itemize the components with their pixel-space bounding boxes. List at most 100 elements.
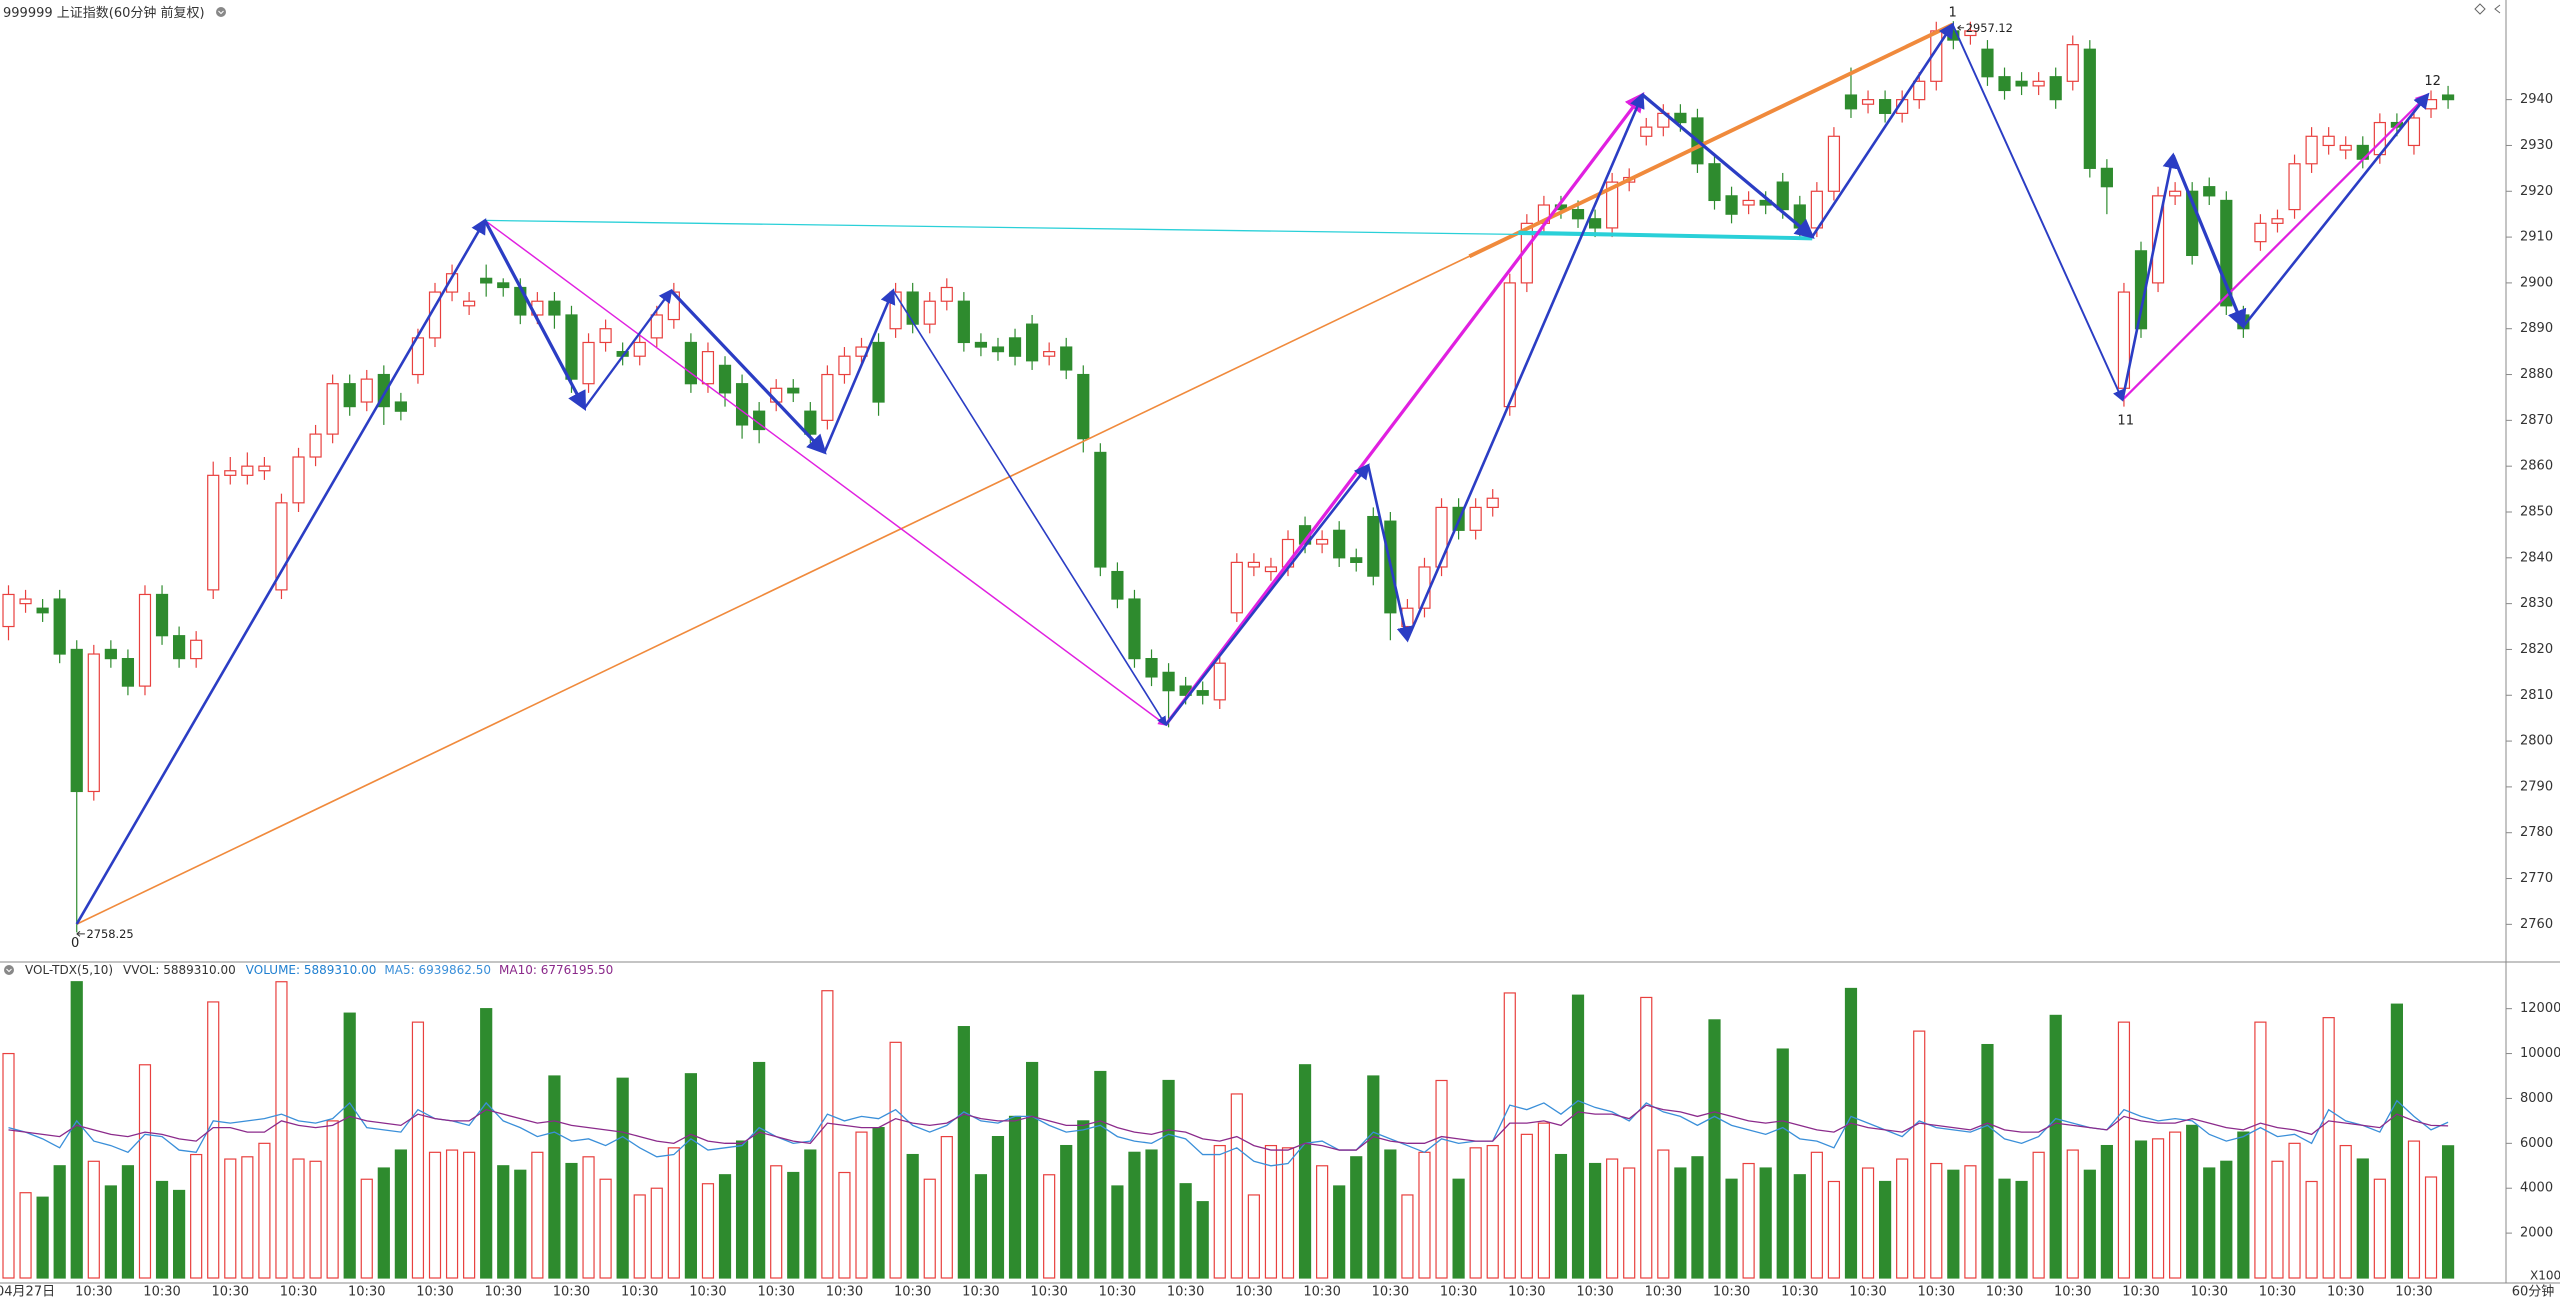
candle-body — [2032, 80, 2045, 87]
volume-bar — [957, 1026, 970, 1279]
y-tick-label: 2880 — [2520, 367, 2553, 382]
x-tick-label: 10:30 — [1030, 1285, 1067, 1300]
candle-body — [1503, 282, 1516, 408]
candle-body — [155, 593, 169, 637]
volume-bar — [275, 981, 288, 1279]
candle-body — [1281, 538, 1295, 568]
volume-bar — [2083, 1169, 2096, 1279]
legend-entry: MA10: 6776195.50 — [499, 963, 614, 977]
candle-body — [1742, 199, 1755, 206]
volume-bar — [1111, 1185, 1124, 1279]
volume-bar — [445, 1149, 459, 1279]
candle-body — [2083, 48, 2096, 169]
icon[interactable] — [3, 964, 15, 976]
candle-body — [2169, 190, 2182, 197]
volume-bar — [1640, 996, 1653, 1279]
candle-body — [616, 351, 629, 357]
y-tick-label: 2800 — [2520, 734, 2553, 749]
candle-body — [1810, 190, 1823, 229]
volume-bar — [2015, 1180, 2028, 1279]
volume-bar — [1213, 1144, 1226, 1279]
candle-body — [1128, 598, 1141, 660]
volume-bar — [1930, 1162, 1943, 1279]
y-tick-label: 10000 — [2520, 1046, 2560, 1061]
volume-bar — [1418, 1151, 1431, 1279]
candle-body — [548, 300, 561, 316]
candle-body — [2373, 121, 2386, 156]
volume-bar — [2322, 1017, 2335, 1279]
x-tick-label: 10:30 — [2054, 1285, 2091, 1300]
volume-bar — [1350, 1156, 1363, 1279]
volume-bar — [1674, 1167, 1687, 1279]
volume-bar — [1776, 1048, 1789, 1279]
candle-body — [2134, 250, 2148, 330]
x-tick-label: 10:30 — [1713, 1285, 1750, 1300]
y-tick-label: 2940 — [2520, 92, 2553, 107]
candle-body — [463, 300, 476, 307]
volume-bar — [1588, 1162, 1602, 1279]
candle-body — [1179, 685, 1192, 696]
volume-bar — [1827, 1180, 1841, 1279]
volume-bar — [2390, 1003, 2403, 1279]
candle-body — [906, 291, 919, 325]
volume-bar — [1384, 1149, 1397, 1279]
x-tick-label: 10:30 — [143, 1285, 180, 1300]
candle-body — [241, 465, 254, 476]
candle-body — [2322, 135, 2335, 147]
volume-bar — [463, 1151, 476, 1279]
volume-bar — [155, 1180, 169, 1279]
candle-body — [1691, 117, 1704, 165]
volume-bar — [906, 1153, 919, 1279]
candle-body — [190, 639, 203, 660]
icon[interactable] — [2494, 4, 2501, 14]
volume-bar — [1281, 1147, 1295, 1279]
candle-body — [224, 470, 237, 476]
y-tick-label: 6000 — [2520, 1136, 2553, 1151]
volume-bar — [991, 1135, 1005, 1279]
volume-bar — [650, 1187, 663, 1279]
volume-bar — [2424, 1176, 2438, 1279]
y-tick-label: 2760 — [2520, 917, 2553, 932]
y-tick-label: 2770 — [2520, 871, 2553, 886]
candle-body — [411, 337, 425, 376]
volume-bar — [2203, 1167, 2216, 1279]
volume-bar — [514, 1169, 527, 1279]
candle-body — [343, 383, 356, 408]
x-tick-label: 10:30 — [1508, 1285, 1545, 1300]
candle-body — [1298, 525, 1312, 545]
y-tick-label: 2850 — [2520, 504, 2553, 519]
candle-body — [2100, 167, 2113, 188]
volume-bar — [1537, 1122, 1551, 1279]
candle-body — [838, 355, 851, 376]
candle-body — [2220, 199, 2233, 307]
candle-body — [1623, 176, 1636, 183]
legend-entry: VOLUME: 5889310.00 — [245, 963, 377, 977]
volume-bar — [701, 1183, 715, 1279]
volume-bar — [343, 1012, 356, 1279]
x-tick-label: 10:30 — [2191, 1285, 2228, 1300]
candle-body — [582, 341, 595, 385]
volume-bar — [360, 1178, 373, 1279]
volume-bar — [1025, 1061, 1039, 1279]
volume-bar — [2100, 1144, 2113, 1279]
candle-body — [531, 300, 544, 316]
x-tick-label: 10:30 — [1235, 1285, 1272, 1300]
volume-bar — [1861, 1167, 1875, 1279]
candle-body — [1367, 515, 1380, 577]
volume-bar — [121, 1165, 135, 1279]
volume-bar — [2, 1052, 15, 1279]
candle-body — [2186, 190, 2199, 257]
volume-bar — [1367, 1075, 1380, 1279]
candle-body — [275, 502, 288, 591]
icon[interactable] — [2474, 3, 2486, 15]
volume-bar — [1043, 1174, 1056, 1279]
candle-body — [1537, 204, 1551, 224]
x-tick-label: 10:30 — [280, 1285, 317, 1300]
volume-bar — [633, 1194, 646, 1279]
candle-body — [2237, 314, 2250, 330]
volume-bar — [1145, 1149, 1158, 1279]
x-tick-label: 10:30 — [689, 1285, 726, 1300]
x-tick-label: 10:30 — [894, 1285, 931, 1300]
icon[interactable] — [215, 6, 227, 18]
